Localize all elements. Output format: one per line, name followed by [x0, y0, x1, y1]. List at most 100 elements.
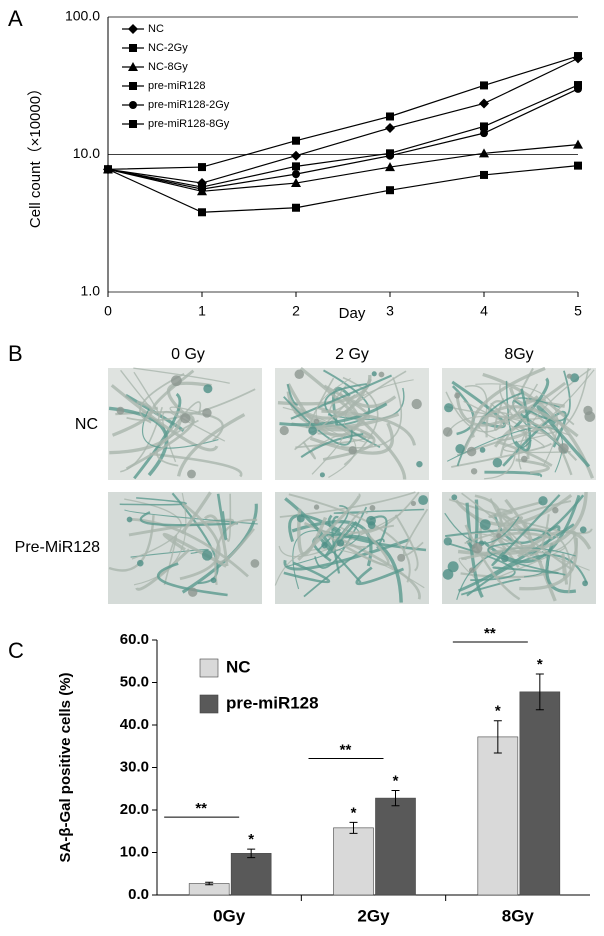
cell-body	[558, 443, 569, 454]
cell-body	[348, 446, 357, 455]
marker	[386, 151, 394, 160]
x-tick-label: 2	[292, 303, 300, 319]
cell-body	[369, 505, 376, 511]
cell-process	[548, 402, 575, 426]
cell-body	[313, 418, 320, 425]
cell-process	[179, 502, 221, 581]
cell-process	[125, 413, 195, 470]
cell-process	[484, 470, 543, 478]
cell-process	[394, 514, 419, 572]
cell-body	[203, 384, 213, 394]
cell-process	[309, 422, 394, 455]
cell-body	[552, 507, 559, 514]
y-tick-label: 60.0	[120, 631, 149, 648]
marker	[574, 52, 582, 61]
cell-body	[313, 504, 320, 510]
y-axis-label: Cell count（×10000）	[27, 81, 44, 228]
cell-body	[126, 516, 133, 523]
marker	[574, 84, 582, 93]
cell-process	[492, 566, 559, 575]
error-bar	[391, 789, 400, 807]
cell-process	[214, 518, 258, 586]
cell-process	[454, 494, 573, 526]
marker	[292, 203, 300, 212]
marker	[480, 122, 488, 131]
cell-body	[447, 561, 459, 573]
cell-process	[491, 494, 561, 567]
significance-mark: *	[393, 772, 399, 789]
cell-process	[465, 502, 484, 598]
series-line	[107, 88, 579, 190]
cell-process	[284, 524, 360, 568]
legend-marker	[129, 120, 137, 128]
cell-process	[290, 374, 393, 420]
legend-label: NC-2Gy	[148, 42, 188, 54]
cell-process	[514, 388, 532, 452]
cell-process	[226, 493, 232, 542]
cell-body	[170, 375, 182, 387]
cell-body	[451, 494, 458, 501]
legend-marker	[128, 62, 138, 71]
cell-process	[176, 413, 246, 477]
error-bar	[205, 881, 214, 886]
cell-body	[471, 542, 483, 554]
legend-label: pre-miR128	[226, 693, 319, 712]
cell-process	[324, 521, 358, 558]
cell-process	[120, 369, 161, 417]
cell-process	[120, 406, 163, 473]
marker	[479, 148, 489, 158]
cell-process	[149, 452, 243, 478]
column-label: 0 Gy	[171, 346, 205, 363]
legend-label: pre-miR128	[148, 80, 205, 92]
cell-process	[286, 383, 371, 438]
cell-process	[485, 400, 527, 438]
x-tick-label: 0	[104, 303, 112, 319]
marker	[292, 136, 300, 145]
cell-process	[111, 400, 154, 437]
cell-body	[210, 577, 217, 584]
cell-body	[378, 371, 385, 378]
cell-process	[513, 370, 571, 422]
series-line	[107, 165, 579, 213]
row-label: NC	[75, 416, 98, 433]
y-tick-label: 10.0	[120, 843, 149, 860]
marker	[291, 178, 301, 188]
cell-process	[496, 440, 553, 467]
cell-body	[366, 515, 376, 526]
marker	[480, 170, 488, 179]
column-label: 2 Gy	[335, 346, 369, 363]
y-tick-label: 0.0	[128, 886, 149, 903]
panel-label: C	[8, 638, 24, 663]
cell-body	[442, 569, 454, 580]
marker	[292, 162, 300, 171]
significance-mark: *	[248, 831, 254, 848]
cell-body	[137, 559, 144, 567]
legend-swatch	[199, 694, 219, 714]
cell-body	[521, 455, 528, 463]
cell-process	[460, 578, 522, 596]
cell-process	[109, 414, 184, 455]
cell-process	[458, 523, 575, 593]
cell-process	[355, 566, 405, 586]
marker	[385, 122, 395, 133]
cell-body	[479, 519, 491, 531]
cell-body	[410, 500, 417, 507]
cell-process	[340, 377, 403, 449]
marker	[198, 163, 206, 172]
cell-body	[321, 541, 328, 549]
legend-marker	[129, 44, 137, 52]
cell-body	[579, 526, 587, 534]
cell-process	[334, 524, 395, 549]
cell-body	[279, 425, 289, 436]
cell-process	[133, 492, 187, 586]
cell-process	[464, 524, 521, 601]
marker	[104, 165, 112, 174]
cell-body	[538, 496, 548, 506]
x-tick-label: 4	[480, 303, 488, 319]
cell-body	[469, 567, 475, 574]
cell-process	[487, 531, 554, 551]
cell-body	[201, 550, 213, 561]
row-label: Pre-MiR128	[15, 539, 100, 556]
cell-body	[479, 447, 486, 453]
cell-process	[286, 383, 298, 406]
